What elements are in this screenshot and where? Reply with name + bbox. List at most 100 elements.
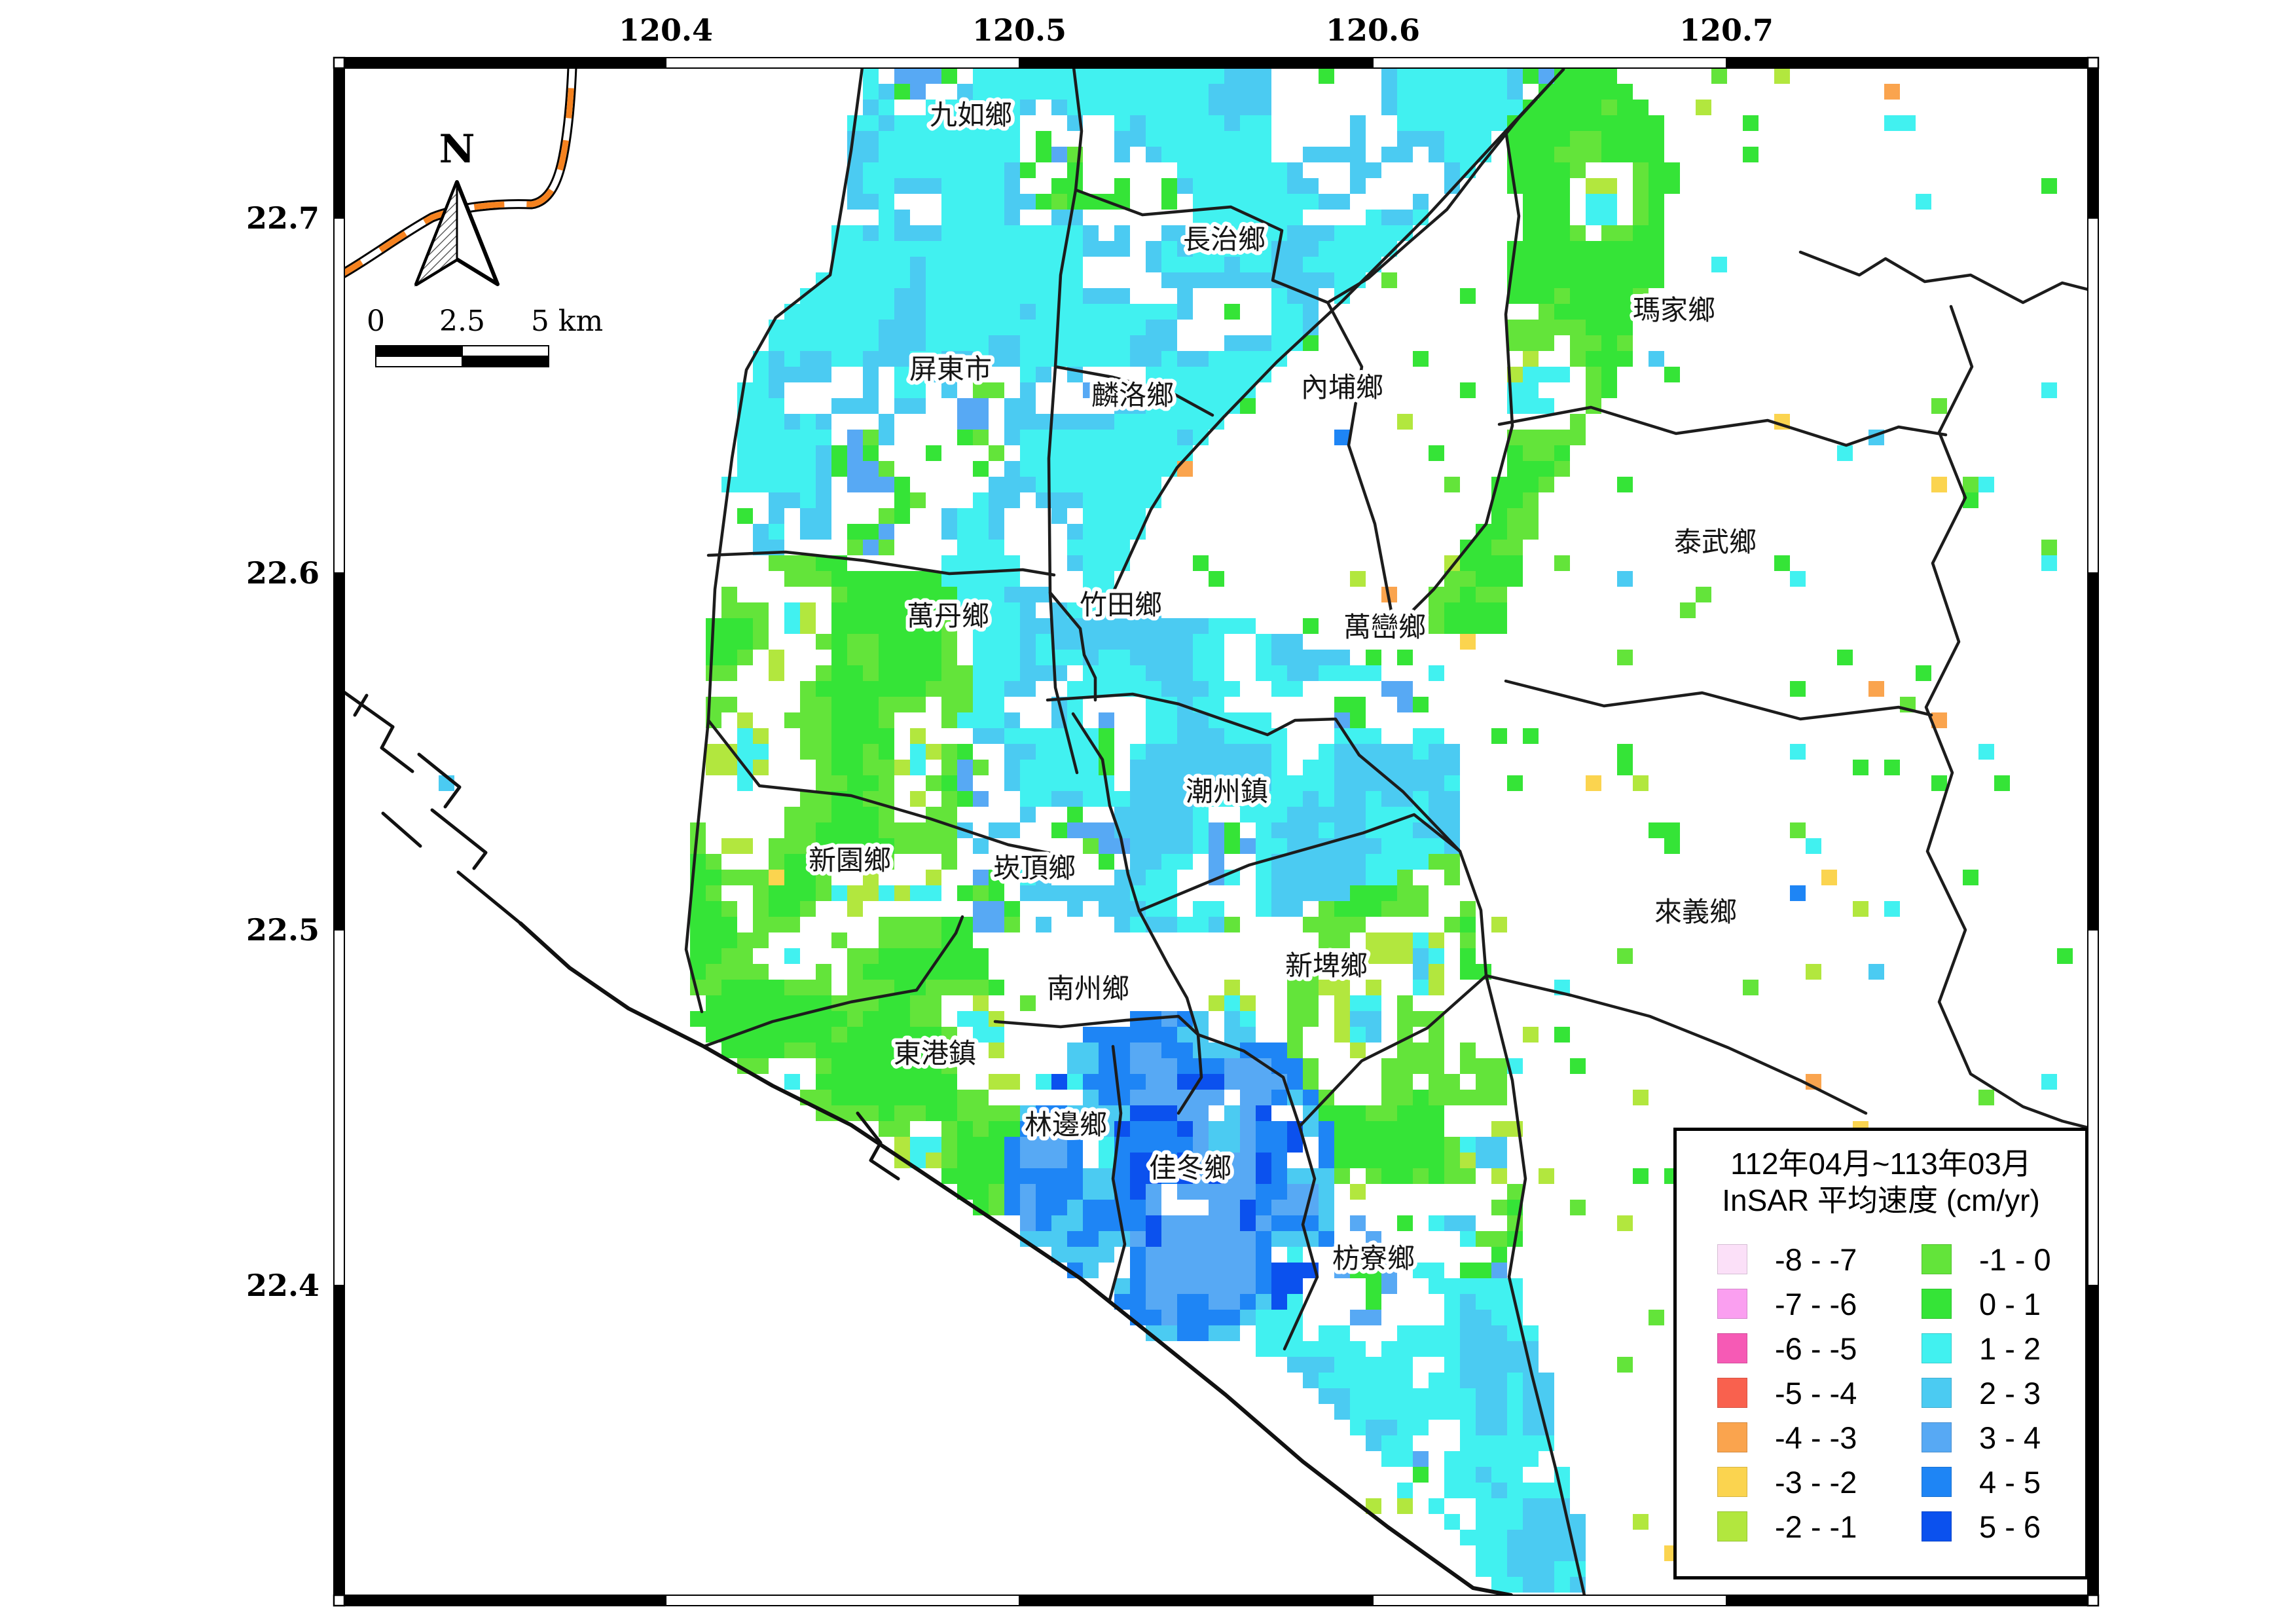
township-label: 新園鄉 — [809, 844, 891, 876]
harbor-pier — [353, 693, 369, 717]
legend-title-period: 112年04月~113年03月 — [1730, 1147, 2032, 1181]
scale-bar-label: 5 km — [531, 304, 603, 338]
longitude-tick-label: 120.6 — [1326, 12, 1420, 48]
boundary-line — [993, 1014, 1200, 1037]
boundary-line — [1111, 68, 1565, 595]
north-arrow: N — [414, 126, 500, 287]
scale-bar-label: 2.5 — [439, 304, 485, 338]
township-label: 瑪家鄉 — [1633, 294, 1715, 326]
legend-range-label: -3 - -2 — [1775, 1464, 1857, 1500]
harbor-pier — [430, 808, 488, 870]
township-boundaries — [684, 68, 2088, 1595]
boundary-line — [706, 550, 1056, 577]
legend-swatch — [1922, 1244, 1952, 1274]
township-label: 泰武鄉 — [1674, 526, 1757, 558]
township-label: 竹田鄉 — [1080, 589, 1162, 621]
boundary-line — [706, 718, 1075, 860]
boundary-line — [1053, 365, 1214, 417]
township-label: 佳冬鄉 — [1149, 1152, 1231, 1184]
legend-range-label: -5 - -4 — [1775, 1375, 1857, 1411]
longitude-tick-label: 120.4 — [619, 12, 713, 48]
township-label: 來義鄉 — [1654, 896, 1737, 928]
legend-range-label: 3 - 4 — [1979, 1420, 2041, 1455]
legend-swatch — [1717, 1378, 1747, 1408]
legend: 112年04月~113年03月 InSAR 平均速度 (cm/yr) -8 - … — [1673, 1128, 2088, 1579]
township-label: 萬丹鄉 — [907, 600, 989, 632]
township-label: 林邊鄉 — [1025, 1109, 1107, 1141]
township-label: 潮州鎮 — [1186, 775, 1268, 807]
boundary-line — [1924, 304, 2088, 1130]
legend-swatch — [1717, 1511, 1747, 1541]
legend-row: -6 - -5 — [1677, 1326, 1881, 1371]
legend-column-negative: -8 - -7 -7 - -6 -6 - -5 -5 - -4 -4 - -3 -3 - … — [1677, 1237, 1881, 1549]
township-label: 長治鄉 — [1183, 223, 1266, 255]
township-label: 新埤鄉 — [1285, 950, 1368, 982]
township-label: 內埔鄉 — [1301, 371, 1383, 403]
latitude-axis: 22.7 22.6 22.5 22.4 — [246, 200, 319, 1303]
legend-column-positive: -1 - 0 0 - 1 1 - 2 2 - 3 3 - 4 4 - 5 5 - 6 — [1881, 1237, 2085, 1549]
frame-corner-square — [333, 56, 346, 69]
legend-swatch — [1922, 1378, 1952, 1408]
legend-range-label: -4 - -3 — [1775, 1420, 1857, 1455]
boundary-line — [1504, 679, 1933, 721]
legend-swatch — [1717, 1244, 1747, 1274]
legend-row: 5 - 6 — [1881, 1504, 2085, 1549]
legend-row: 2 - 3 — [1881, 1371, 2085, 1415]
longitude-tick-label: 120.5 — [972, 12, 1066, 48]
boundary-line — [1047, 188, 1079, 775]
legend-row: 3 - 4 — [1881, 1415, 2085, 1460]
legend-swatch — [1717, 1422, 1747, 1452]
legend-range-label: 4 - 5 — [1979, 1464, 2041, 1500]
scale-bar: 0 2.5 5 km — [367, 304, 603, 367]
legend-entries: -8 - -7 -7 - -6 -6 - -5 -5 - -4 -4 - -3 -3 - … — [1677, 1237, 2085, 1549]
legend-range-label: 0 - 1 — [1979, 1286, 2041, 1321]
legend-range-label: 2 - 3 — [1979, 1375, 2041, 1411]
latitude-tick-label: 22.7 — [246, 200, 319, 236]
legend-swatch — [1717, 1333, 1747, 1363]
boundary-line — [702, 915, 964, 1048]
harbor-pier — [381, 811, 422, 848]
harbor-pier — [380, 725, 414, 773]
legend-swatch — [1922, 1333, 1952, 1363]
legend-range-label: -2 - -1 — [1775, 1509, 1857, 1544]
legend-range-label: -7 - -6 — [1775, 1286, 1857, 1321]
boundary-line — [1326, 301, 1396, 631]
legend-row: 1 - 2 — [1881, 1326, 2085, 1371]
legend-row: -4 - -3 — [1677, 1415, 1881, 1460]
boundary-line — [684, 68, 864, 1014]
boundary-line — [1048, 591, 1097, 702]
legend-row: -2 - -1 — [1677, 1504, 1881, 1549]
legend-swatch — [1922, 1422, 1952, 1452]
township-label: 九如鄉 — [930, 99, 1012, 131]
frame-corner-square — [2086, 56, 2100, 69]
harbor-pier — [856, 1111, 900, 1181]
legend-row: -5 - -4 — [1677, 1371, 1881, 1415]
legend-range-label: -1 - 0 — [1979, 1242, 2051, 1277]
longitude-tick-label: 120.7 — [1679, 12, 1774, 48]
frame-corner-square — [333, 1594, 346, 1607]
scale-bar-label: 0 — [367, 304, 385, 338]
township-label: 屏東市 — [909, 353, 992, 385]
township-label: 崁頂鄉 — [993, 852, 1076, 884]
legend-row: -7 - -6 — [1677, 1282, 1881, 1326]
township-label: 麟洛鄉 — [1091, 379, 1174, 411]
map-frame — [333, 56, 2100, 1607]
longitude-axis: 120.4 120.5 120.6 120.7 — [619, 12, 1774, 48]
latitude-tick-label: 22.4 — [246, 1268, 319, 1303]
highway-symbol — [344, 68, 577, 279]
harbor-pier — [417, 752, 462, 809]
boundary-line — [1196, 1033, 1319, 1351]
boundary-line — [1137, 813, 1462, 913]
frame-corner-square — [2086, 1594, 2100, 1607]
harbor-pier — [344, 690, 395, 729]
north-arrow-hatched-half — [414, 181, 458, 287]
boundary-line — [1484, 974, 1868, 1115]
township-label: 東港鎮 — [894, 1037, 976, 1069]
legend-swatch — [1717, 1467, 1747, 1497]
harbor-pier — [456, 870, 522, 925]
legend-row: -3 - -2 — [1677, 1460, 1881, 1504]
legend-range-label: 1 - 2 — [1979, 1331, 2041, 1366]
legend-swatch — [1922, 1511, 1952, 1541]
